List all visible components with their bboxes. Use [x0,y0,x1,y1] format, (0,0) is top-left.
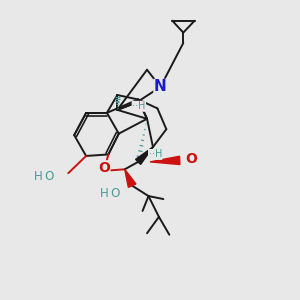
Text: O: O [186,152,197,166]
Text: ··H: ··H [148,149,162,160]
Polygon shape [136,147,153,164]
Text: H O: H O [100,187,120,200]
Text: H O: H O [34,170,55,183]
Text: N: N [154,80,167,94]
Text: O: O [98,161,110,175]
Text: ··H: ··H [132,101,146,111]
Polygon shape [150,156,180,165]
Polygon shape [125,169,136,188]
